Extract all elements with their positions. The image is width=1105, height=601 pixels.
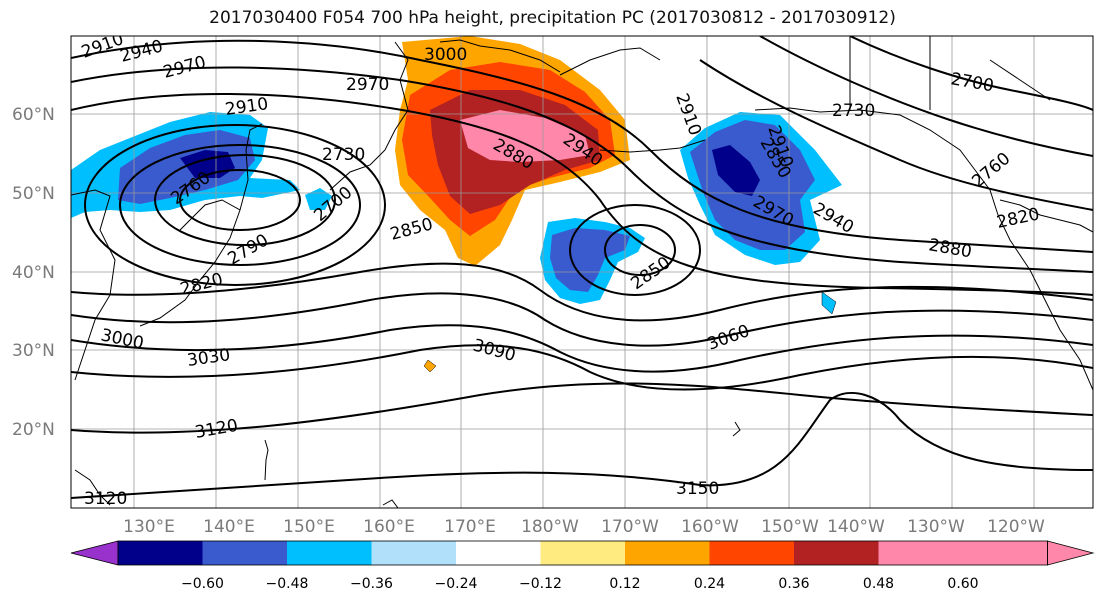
contour-label: 2910 xyxy=(79,29,126,63)
colorbar-bin xyxy=(371,541,456,565)
contour-label: 2850 xyxy=(627,253,674,294)
latitude-labels: 60°N 50°N 40°N 30°N 20°N xyxy=(12,105,55,440)
colorbar-bin xyxy=(963,541,1048,565)
colorbar-extend-min xyxy=(70,540,119,566)
contour-label: 2970 xyxy=(161,52,208,83)
colorbar-tick-label: 0.48 xyxy=(863,576,894,592)
colorbar-tick-label: 0.60 xyxy=(947,576,978,592)
contour-label: 2880 xyxy=(927,235,973,262)
lat-label-50: 50°N xyxy=(12,184,55,204)
contour-label: 2700 xyxy=(949,69,995,96)
map-frame xyxy=(70,35,1094,509)
colorbar-bin xyxy=(625,541,710,565)
colorbar-tick-label: 0.12 xyxy=(609,576,640,592)
contour-label: 2910 xyxy=(671,91,705,138)
colorbar-tick-label: 0.24 xyxy=(694,576,725,592)
contour-label: 2970 xyxy=(346,75,389,95)
map-plot-area: 2910 2940 2970 3000 2970 2910 2730 2760 … xyxy=(71,29,1093,509)
lon-label: 170°W xyxy=(601,517,659,537)
contour-label: 3000 xyxy=(424,45,467,65)
colorbar-bin xyxy=(287,541,372,565)
lon-label: 140°W xyxy=(827,517,885,537)
graticule xyxy=(71,36,1093,508)
colorbar-ticks: −0.60 −0.48 −0.36 −0.24 −0.12 0.12 0.24 … xyxy=(181,576,979,592)
contour-label: 2820 xyxy=(178,269,225,300)
colorbar-tick-label: −0.60 xyxy=(181,576,224,592)
positive-anomaly-fill xyxy=(395,36,630,373)
colorbar-extend-max xyxy=(1047,540,1095,566)
contour-label: 2730 xyxy=(322,145,365,165)
colorbar-tick-label: 0.36 xyxy=(778,576,809,592)
lon-label: 170°E xyxy=(444,517,496,537)
lon-label: 120°W xyxy=(987,517,1045,537)
colorbar-bin xyxy=(709,541,794,565)
contour-label: 2760 xyxy=(968,149,1014,192)
lon-label: 180°W xyxy=(521,517,579,537)
colorbar-frame xyxy=(117,540,1048,566)
colorbar-tick-label: −0.12 xyxy=(519,576,562,592)
contour-label: 2850 xyxy=(388,214,435,245)
lat-label-60: 60°N xyxy=(12,105,55,125)
colorbar-bin xyxy=(456,541,541,565)
colorbar: −0.60 −0.48 −0.36 −0.24 −0.12 0.12 0.24 … xyxy=(70,540,1095,592)
colorbar-tick-label: −0.24 xyxy=(435,576,478,592)
lon-label: 130°W xyxy=(907,517,965,537)
contour-label: 3030 xyxy=(186,345,232,371)
longitude-labels: 130°E 140°E 150°E 160°E 170°E 180°W 170°… xyxy=(123,517,1045,537)
lon-label: 130°E xyxy=(123,517,175,537)
colorbar-bin xyxy=(794,541,879,565)
lon-label: 160°W xyxy=(681,517,739,537)
colorbar-bin xyxy=(118,541,203,565)
contour-label: 2940 xyxy=(118,36,165,67)
contour-label: 3120 xyxy=(84,489,127,509)
lon-label: 150°E xyxy=(283,517,335,537)
colorbar-tick-label: −0.36 xyxy=(350,576,393,592)
contour-label: 3150 xyxy=(676,479,719,499)
colorbar-tick-label: −0.48 xyxy=(266,576,309,592)
colorbar-bin xyxy=(202,541,287,565)
map-title: 2017030400 F054 700 hPa height, precipit… xyxy=(209,8,896,28)
lat-label-30: 30°N xyxy=(12,341,55,361)
lon-label: 150°W xyxy=(761,517,819,537)
colorbar-bin xyxy=(540,541,625,565)
contour-label: 3090 xyxy=(471,336,518,367)
contour-label: 3120 xyxy=(193,416,239,443)
coastlines xyxy=(71,36,1093,508)
lat-label-40: 40°N xyxy=(12,263,55,283)
colorbar-bin xyxy=(878,541,963,565)
contour-label: 2730 xyxy=(832,101,875,121)
lat-label-20: 20°N xyxy=(12,420,55,440)
height-contours xyxy=(71,36,1093,499)
contour-label: 2910 xyxy=(224,94,270,120)
lon-label: 160°E xyxy=(363,517,415,537)
lon-label: 140°E xyxy=(203,517,255,537)
